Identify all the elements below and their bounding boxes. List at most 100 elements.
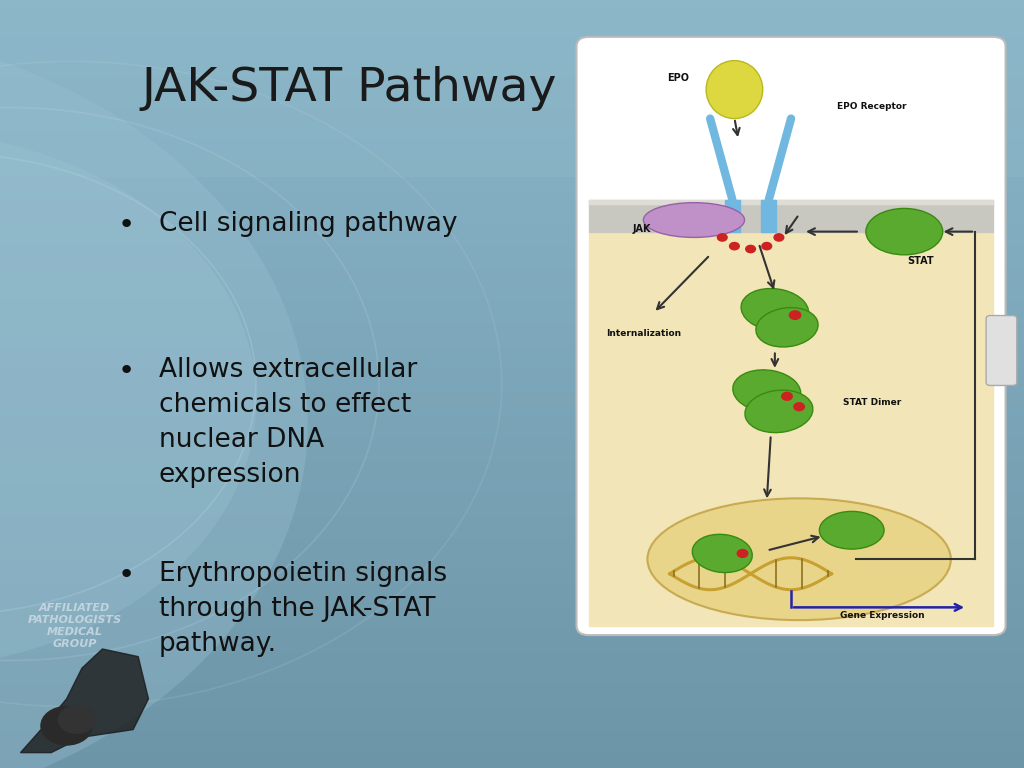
Bar	[0, 246, 1024, 253]
FancyBboxPatch shape	[986, 316, 1017, 386]
Bar	[0, 538, 1024, 545]
Bar	[0, 315, 1024, 323]
Ellipse shape	[647, 498, 951, 620]
Bar	[0, 676, 1024, 684]
Bar	[0, 154, 1024, 161]
Ellipse shape	[741, 289, 809, 331]
Bar	[0, 753, 1024, 760]
Bar	[0, 714, 1024, 722]
Ellipse shape	[744, 390, 813, 432]
Bar	[0, 591, 1024, 599]
Ellipse shape	[692, 535, 753, 573]
Bar	[0, 722, 1024, 730]
Circle shape	[781, 392, 793, 400]
Bar	[0, 123, 1024, 131]
Bar	[0, 492, 1024, 499]
Bar	[0, 177, 1024, 184]
Ellipse shape	[733, 370, 801, 412]
Circle shape	[790, 311, 801, 319]
Text: AFFILIATED
PATHOLOGISTS
MEDICAL
GROUP: AFFILIATED PATHOLOGISTS MEDICAL GROUP	[28, 603, 122, 649]
Text: JAK-STAT Pathway: JAK-STAT Pathway	[141, 66, 557, 111]
Bar	[761, 200, 776, 232]
Bar	[0, 468, 1024, 476]
Bar	[0, 576, 1024, 584]
Text: Cell signaling pathway: Cell signaling pathway	[159, 211, 458, 237]
Bar	[0, 38, 1024, 46]
Text: Gene Expression: Gene Expression	[840, 611, 925, 620]
Bar	[0, 115, 1024, 123]
Bar	[0, 737, 1024, 745]
Bar	[0, 46, 1024, 54]
Ellipse shape	[707, 61, 763, 118]
Bar	[0, 269, 1024, 276]
Text: •: •	[118, 561, 135, 588]
Bar	[0, 499, 1024, 507]
Bar	[0, 376, 1024, 384]
Bar	[0, 23, 1024, 31]
Bar	[0, 691, 1024, 699]
Bar	[0, 660, 1024, 668]
Bar	[0, 407, 1024, 415]
Bar	[0, 699, 1024, 707]
Bar	[0, 530, 1024, 538]
Bar	[0, 553, 1024, 561]
Bar	[0, 84, 1024, 92]
Bar	[0, 484, 1024, 492]
Circle shape	[745, 246, 756, 253]
Bar	[0, 223, 1024, 230]
Circle shape	[762, 243, 772, 250]
Bar	[0, 353, 1024, 361]
Bar	[0, 0, 1024, 177]
Bar	[0, 561, 1024, 568]
Bar	[0, 92, 1024, 100]
Bar	[0, 369, 1024, 376]
Bar	[0, 545, 1024, 553]
Bar	[0, 453, 1024, 461]
Bar	[589, 200, 993, 204]
Bar	[0, 637, 1024, 645]
Bar	[0, 584, 1024, 591]
Bar	[0, 445, 1024, 453]
Bar	[0, 430, 1024, 438]
Ellipse shape	[819, 511, 884, 549]
Circle shape	[729, 243, 739, 250]
Ellipse shape	[756, 308, 818, 347]
Bar	[0, 461, 1024, 468]
Bar	[0, 399, 1024, 407]
Bar	[0, 215, 1024, 223]
Bar	[0, 653, 1024, 660]
Bar	[0, 438, 1024, 445]
Bar	[0, 69, 1024, 77]
Bar	[0, 630, 1024, 637]
Bar	[0, 261, 1024, 269]
Bar	[0, 338, 1024, 346]
Bar	[725, 200, 740, 232]
Bar	[0, 31, 1024, 38]
Bar	[0, 614, 1024, 622]
Bar	[0, 100, 1024, 108]
Bar	[0, 476, 1024, 484]
Circle shape	[737, 549, 748, 558]
Text: Internalization: Internalization	[606, 329, 681, 338]
Bar	[0, 515, 1024, 522]
Bar	[0, 61, 1024, 69]
FancyBboxPatch shape	[577, 37, 1006, 635]
Text: Erythropoietin signals
through the JAK-STAT
pathway.: Erythropoietin signals through the JAK-S…	[159, 561, 446, 657]
Bar	[0, 307, 1024, 315]
Text: STAT: STAT	[907, 256, 934, 266]
Bar	[0, 707, 1024, 714]
Bar	[0, 184, 1024, 192]
Bar	[0, 745, 1024, 753]
Bar	[0, 346, 1024, 353]
Text: Allows extracellular
chemicals to effect
nuclear DNA
expression: Allows extracellular chemicals to effect…	[159, 357, 417, 488]
Circle shape	[774, 233, 783, 241]
Bar	[0, 138, 1024, 146]
Bar	[0, 323, 1024, 330]
Bar	[0, 599, 1024, 607]
Bar	[0, 392, 1024, 399]
Bar	[0, 284, 1024, 292]
Bar	[0, 645, 1024, 653]
Text: JAK: JAK	[632, 223, 650, 233]
Text: •: •	[118, 211, 135, 239]
Bar	[0, 292, 1024, 300]
